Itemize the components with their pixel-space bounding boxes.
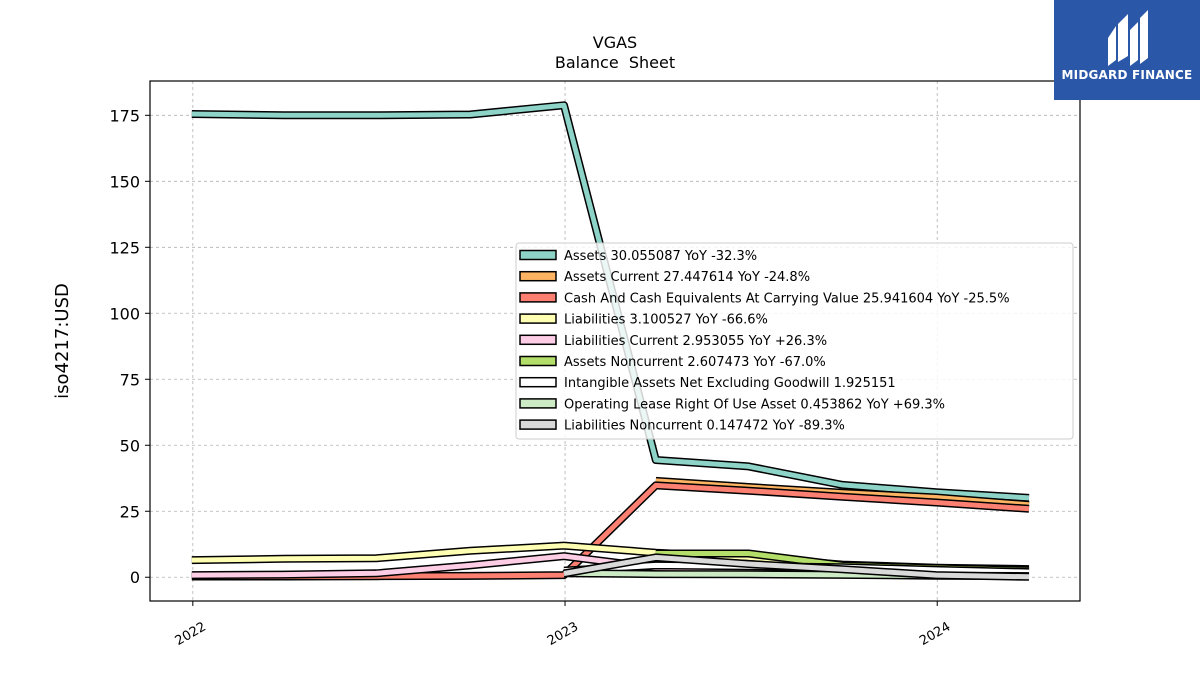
legend-entry: Liabilities 3.100527 YoY -66.6% bbox=[564, 313, 768, 328]
legend-swatch bbox=[519, 376, 557, 388]
y-axis-label: iso4217:USD bbox=[52, 283, 73, 399]
legend-box bbox=[515, 242, 1074, 440]
y-tick-label: 50 bbox=[120, 436, 140, 455]
legend-entry: Intangible Assets Net Excluding Goodwill… bbox=[564, 376, 896, 391]
legend-swatch bbox=[519, 292, 557, 303]
chart-title: VGAS bbox=[593, 33, 637, 52]
legend-entry: Liabilities Noncurrent 0.147472 YoY -89.… bbox=[564, 419, 845, 434]
y-tick-label: 125 bbox=[109, 238, 140, 257]
y-tick-label: 175 bbox=[109, 106, 140, 125]
y-tick-labels: 0 25 50 75 100 125 150 175 bbox=[109, 106, 150, 587]
legend-entry: Assets 30.055087 YoY -32.3% bbox=[564, 249, 757, 264]
midgard-logo-icon bbox=[1108, 10, 1148, 66]
midgard-finance-logo: MIDGARD FINANCE bbox=[1054, 0, 1200, 100]
y-tick-label: 0 bbox=[130, 568, 140, 587]
legend-swatch bbox=[519, 398, 557, 409]
legend-entry: Operating Lease Right Of Use Asset 0.453… bbox=[564, 397, 945, 412]
legend-swatch bbox=[519, 249, 557, 261]
legend-entry: Liabilities Current 2.953055 YoY +26.3% bbox=[564, 334, 827, 349]
legend-entry: Assets Noncurrent 2.607473 YoY -67.0% bbox=[564, 355, 826, 370]
chart-subtitle: Balance Sheet bbox=[555, 53, 675, 72]
y-tick-label: 100 bbox=[109, 304, 140, 323]
legend-entry: Cash And Cash Equivalents At Carrying Va… bbox=[564, 291, 1010, 306]
y-tick-label: 25 bbox=[120, 502, 140, 521]
legend-swatch bbox=[519, 270, 557, 282]
plot-frame bbox=[149, 80, 1081, 602]
legend-swatch bbox=[519, 419, 557, 430]
legend-swatch bbox=[519, 334, 557, 346]
legend-swatch bbox=[519, 313, 557, 324]
legend-swatch bbox=[519, 355, 557, 367]
y-tick-label: 75 bbox=[120, 370, 140, 389]
logo-text: MIDGARD FINANCE bbox=[1061, 68, 1193, 82]
legend: Assets 30.055087 YoY -32.3% Assets Curren… bbox=[515, 242, 1074, 440]
series-line bbox=[563, 554, 1030, 580]
legend-entry: Assets Current 27.447614 YoY -24.8% bbox=[564, 270, 810, 285]
series-liabilities-noncurrent bbox=[563, 553, 1030, 581]
y-tick-label: 150 bbox=[109, 172, 140, 191]
